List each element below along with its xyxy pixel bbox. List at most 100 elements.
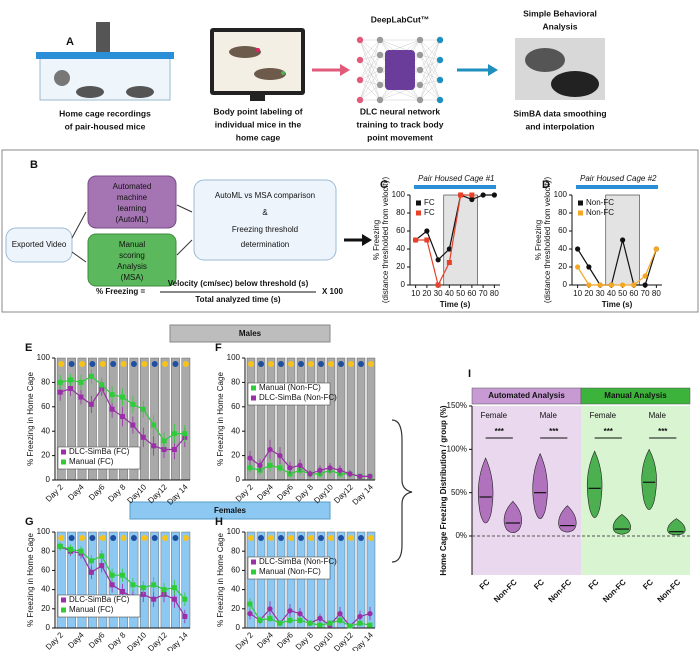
panel-label: A [66,36,74,48]
significance: *** [658,427,668,436]
point [78,379,84,385]
point [642,273,648,279]
point [120,394,125,400]
point [171,431,177,437]
panel-label: I [468,368,471,380]
edge [359,69,381,101]
shaded-region [443,194,478,286]
moon-icon [298,361,304,367]
arrow [176,239,193,256]
point [151,422,157,428]
point [435,282,441,288]
y-tick-label: 40 [231,585,240,594]
light-cycle [150,531,160,629]
y-tick-label: 20 [41,451,50,460]
legend-box [247,556,331,580]
x-tick-label: Day 14 [165,630,190,651]
x-tick-label: 50 [618,289,627,298]
point [317,467,323,473]
title-bar [576,185,658,189]
y-axis-label: Home Cage Freezing Distribution / group … [439,405,448,576]
light-cycle [139,531,149,629]
point [367,622,373,628]
point [357,473,363,479]
legend-swatch [251,559,256,565]
y-tick-label: 80 [396,208,405,217]
dlc-title: DeepLabCut™ [371,14,430,24]
node [356,56,364,64]
light-cycle [246,357,256,481]
node [376,81,384,89]
light-cycle [181,357,191,481]
chart-title: Pair Housed Cage #2 [580,174,657,183]
arrow-head [362,234,372,246]
legend-label: Manual (Non-FC) [259,383,321,392]
y-tick-label: 80 [231,546,240,555]
light-cycle [356,531,366,629]
light-cycle [139,357,149,481]
y-tick-label: 40 [231,426,240,435]
edge [359,79,381,86]
point [337,611,343,617]
legend-label: Manual (FC) [69,605,114,614]
y-tick-label: 20 [231,451,240,460]
caption: SimBA data smoothing [513,108,606,118]
y-tick-label: 20 [41,604,50,613]
edge [419,59,441,101]
legend-label: DLC-SimBa (Non-FC) [259,557,337,566]
x-tick-label: FC [587,577,601,591]
network-core [385,50,415,90]
panel-label: G [25,516,34,528]
automl-box [87,175,177,229]
point [267,606,273,612]
node [436,76,444,84]
speaker [54,70,70,86]
sex-label: Male [649,411,667,420]
y-tick-label: 60 [41,402,50,411]
simba-title: Simple Behavioral [523,8,597,18]
x-tick-label: 60 [629,289,638,298]
edge [419,59,441,71]
y-tick-label: 40 [41,426,50,435]
legend-label: DLC-SimBa (FC) [69,595,130,604]
edge [419,69,441,101]
node [376,51,384,59]
chart-title: Pair Housed Cage #1 [418,174,495,183]
sun-icon [248,535,254,541]
legend-box [247,382,331,406]
point [151,596,157,602]
point [161,587,167,593]
light-cycle [296,357,306,481]
automl-text: (AutoML) [116,215,149,224]
sun-icon [368,361,374,367]
y-axis-label: % Freezing [534,220,543,260]
y-tick-label: 100 [392,190,406,199]
panel-frame [1,149,699,313]
point [171,447,177,452]
light-cycle [326,531,336,629]
legend-label: Manual (Non-FC) [259,567,321,576]
violin [532,452,548,519]
caption: home cage [236,132,281,142]
females-header [129,501,331,520]
x-tick-label: 40 [607,289,616,298]
edge [359,39,381,71]
sex-label: Female [589,411,616,420]
point [317,615,323,622]
point [171,596,177,602]
light-cycle [276,531,286,629]
point [307,471,313,477]
panel-label: D [542,179,550,191]
msa-text: Manual [119,240,145,249]
point [68,546,74,552]
y-tick-label: 80 [41,546,50,555]
point [424,237,430,243]
comparison-text: determination [241,240,289,249]
y-tick-label: 40 [558,244,567,253]
caption: and interpolation [526,121,595,131]
edge [419,69,441,81]
node [356,96,364,104]
point [151,443,157,449]
x-tick-label: 70 [641,289,650,298]
